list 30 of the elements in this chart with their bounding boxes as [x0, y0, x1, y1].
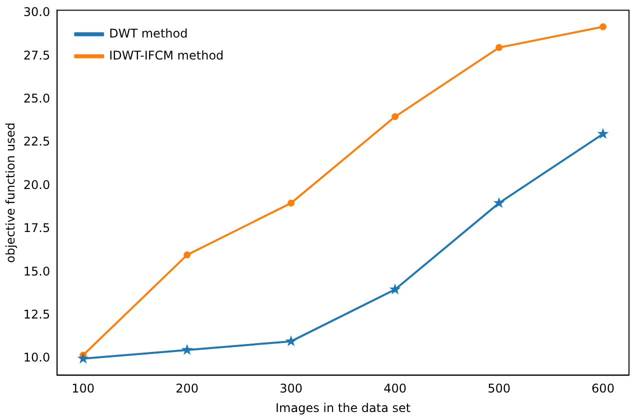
point — [181, 344, 193, 355]
point — [597, 128, 609, 139]
x-axis-title: Images in the data set — [276, 400, 411, 415]
y-tick-label: 30.0 — [23, 5, 50, 20]
y-tick-label: 15.0 — [23, 264, 50, 278]
x-tick-label: 600 — [592, 382, 614, 396]
legend-label: IDWT-IFCM method — [109, 48, 224, 62]
point — [77, 352, 89, 364]
y-tick-label: 17.5 — [23, 221, 50, 236]
y-tick-label: 27.5 — [23, 48, 50, 62]
x-tick-label: 300 — [280, 382, 303, 396]
y-tick-label: 25.0 — [23, 92, 50, 106]
y-tick-label: 10.0 — [23, 350, 50, 365]
y-tick-label: 22.5 — [23, 134, 50, 149]
point — [496, 44, 503, 52]
point — [288, 200, 295, 207]
x-tick-label: 100 — [72, 382, 95, 396]
y-tick-label: 12.5 — [23, 308, 50, 322]
point — [389, 283, 401, 294]
y-tick-label: 20.0 — [23, 178, 50, 192]
x-tick-label: 400 — [384, 382, 406, 396]
legend-label: DWT method — [109, 26, 188, 40]
point — [392, 113, 399, 120]
point — [600, 23, 607, 30]
x-tick-label: 200 — [176, 382, 199, 396]
point — [184, 251, 191, 258]
point — [493, 197, 505, 208]
point — [285, 335, 297, 346]
x-tick-label: 500 — [488, 382, 510, 396]
y-axis-title: objective function used — [3, 122, 18, 263]
